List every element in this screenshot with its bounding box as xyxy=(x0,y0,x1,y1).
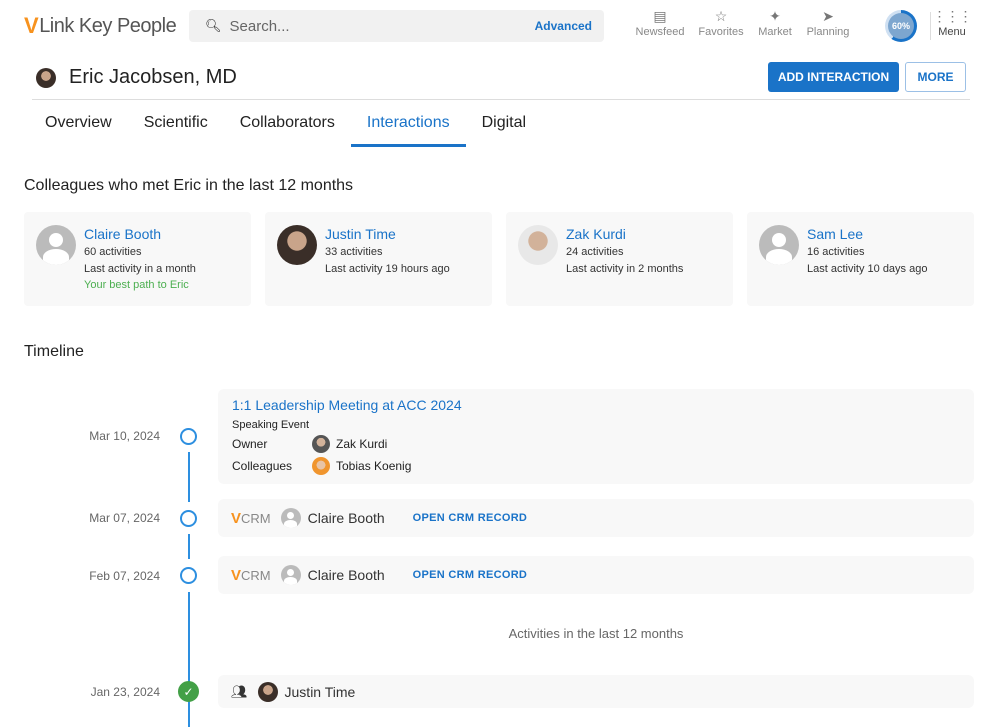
newsfeed-icon: ▤ xyxy=(653,8,667,24)
colleagues-label: Colleagues xyxy=(232,459,293,473)
activity-count: 24 activities xyxy=(566,246,624,258)
colleague-card[interactable]: Claire Booth 60 activities Last activity i… xyxy=(24,212,251,306)
timeline-date: Mar 10, 2024 xyxy=(89,429,160,443)
activity-count: 60 activities xyxy=(84,246,142,258)
colleague-name[interactable]: Claire Booth xyxy=(84,226,162,242)
divider xyxy=(32,99,970,100)
page-title: Eric Jacobsen, MD xyxy=(69,66,237,88)
nav-planning[interactable]: ➤ Planning xyxy=(806,8,850,38)
last-activity: Last activity 10 days ago xyxy=(807,262,928,275)
profile-header: Eric Jacobsen, MD xyxy=(36,66,237,89)
timeline-heading: Timeline xyxy=(24,343,84,360)
crm-record-row: V CRM Claire Booth OPEN CRM RECORD xyxy=(218,499,974,537)
colleague-name[interactable]: Sam Lee xyxy=(807,226,864,242)
avatar xyxy=(312,435,330,453)
avatar xyxy=(280,508,301,528)
owner-label: Owner xyxy=(232,437,268,451)
last-activity: Last activity in a month xyxy=(84,262,196,275)
owner-name[interactable]: Zak Kurdi xyxy=(336,437,388,451)
meeting-row[interactable]: 👥︎ Justin Time xyxy=(218,675,974,708)
search-bar: 🔍︎ Advanced xyxy=(189,10,604,42)
last-activity: Last activity in 2 months xyxy=(566,262,684,275)
more-button[interactable]: MORE xyxy=(905,62,966,92)
crm-record-row: V CRM Claire Booth OPEN CRM RECORD xyxy=(218,556,974,594)
avatar xyxy=(257,681,278,702)
person-name: Claire Booth xyxy=(307,567,385,583)
timeline-date: Mar 07, 2024 xyxy=(89,511,160,525)
search-icon: 🔍︎ xyxy=(205,18,222,33)
timeline-date: Feb 07, 2024 xyxy=(89,569,160,583)
timeline-node-icon xyxy=(180,428,197,445)
timeline-line xyxy=(188,592,190,682)
best-path-note: Your best path to Eric xyxy=(84,279,189,291)
app-logo[interactable]: V Link Key People xyxy=(24,13,177,38)
person-name: Claire Booth xyxy=(307,510,385,526)
activity-count: 33 activities xyxy=(325,246,383,258)
tab-interactions[interactable]: Interactions xyxy=(350,106,466,147)
timeline-date: Jan 23, 2024 xyxy=(90,685,160,699)
colleague-card[interactable]: Justin Time 33 activities Last activity 19… xyxy=(265,212,492,306)
divider xyxy=(930,12,931,40)
colleague-card[interactable]: Sam Lee 16 activities Last activity 10 day… xyxy=(747,212,974,306)
colleague-name[interactable]: Tobias Koenig xyxy=(336,459,412,473)
event-card[interactable]: 1:1 Leadership Meeting at ACC 2024 Speak… xyxy=(218,389,974,484)
add-interaction-button[interactable]: ADD INTERACTION xyxy=(768,62,899,92)
tab-scientific[interactable]: Scientific xyxy=(143,114,208,131)
colleague-name[interactable]: Zak Kurdi xyxy=(566,226,626,242)
avatar xyxy=(277,225,317,265)
timeline-line xyxy=(188,700,190,727)
advanced-search-link[interactable]: Advanced xyxy=(534,19,592,33)
event-type: Speaking Event xyxy=(232,419,310,431)
timeline-node-icon xyxy=(180,510,197,527)
period-divider-label: Activities in the last 12 months xyxy=(508,626,684,641)
crm-logo: V CRM xyxy=(231,509,271,527)
grid-icon: ⋮⋮⋮ xyxy=(932,8,973,24)
colleagues-heading: Colleagues who met Eric in the last 12 m… xyxy=(24,177,354,194)
activity-count: 16 activities xyxy=(807,246,865,258)
tab-digital[interactable]: Digital xyxy=(481,114,527,131)
open-crm-record-link[interactable]: OPEN CRM RECORD xyxy=(412,512,528,524)
last-activity: Last activity 19 hours ago xyxy=(325,262,450,275)
avatar xyxy=(36,225,76,265)
timeline-line xyxy=(188,452,190,502)
crm-logo: V CRM xyxy=(231,566,271,584)
avatar xyxy=(518,225,558,265)
event-title[interactable]: 1:1 Leadership Meeting at ACC 2024 xyxy=(232,397,462,413)
people-icon: 👥︎ xyxy=(231,683,248,699)
search-input[interactable] xyxy=(229,17,535,35)
timeline-node-icon xyxy=(180,567,197,584)
avatar xyxy=(36,67,56,88)
colleague-card[interactable]: Zak Kurdi 24 activities Last activity in 2… xyxy=(506,212,733,306)
avatar xyxy=(312,457,330,475)
nav-favorites[interactable]: ☆ Favorites xyxy=(698,8,744,38)
avatar xyxy=(280,565,301,585)
nav-market[interactable]: ✦ Market xyxy=(758,8,792,38)
compass-icon: ➤ xyxy=(822,8,834,24)
star-icon: ☆ xyxy=(714,8,728,24)
nav-newsfeed[interactable]: ▤ Newsfeed xyxy=(635,8,685,38)
menu-button[interactable]: ⋮⋮⋮ Menu xyxy=(932,8,973,38)
tab-collaborators[interactable]: Collaborators xyxy=(239,114,335,131)
avatar xyxy=(759,225,799,265)
tab-overview[interactable]: Overview xyxy=(45,114,112,131)
open-crm-record-link[interactable]: OPEN CRM RECORD xyxy=(412,569,528,581)
timeline-line xyxy=(188,534,190,559)
check-icon: ✓ xyxy=(178,681,199,702)
colleague-name[interactable]: Justin Time xyxy=(325,226,396,242)
tab-bar: Overview Scientific Collaborators Intera… xyxy=(29,106,542,147)
market-icon: ✦ xyxy=(769,8,781,24)
person-name: Justin Time xyxy=(284,683,356,700)
progress-gauge[interactable]: 60% xyxy=(885,10,917,42)
